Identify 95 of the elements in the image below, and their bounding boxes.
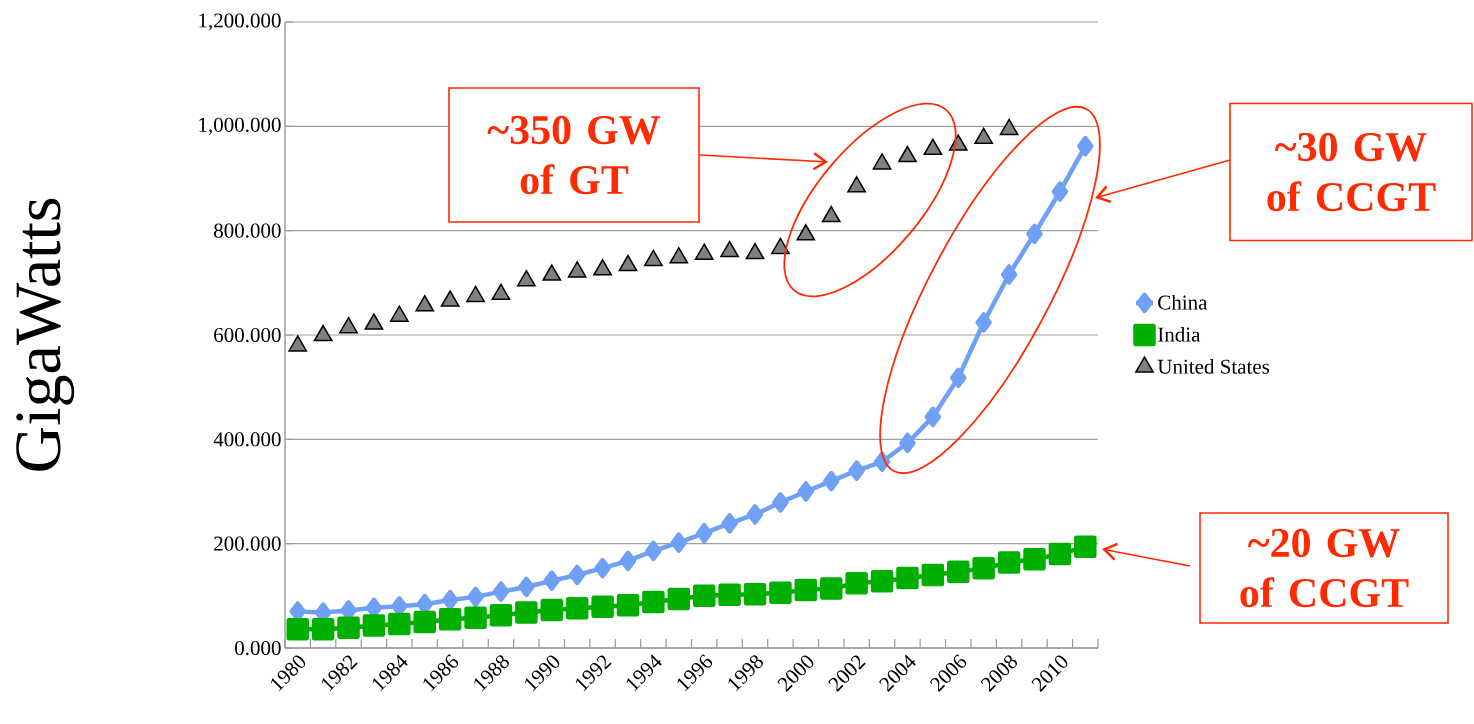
point	[286, 617, 309, 641]
point	[794, 578, 818, 602]
point	[845, 572, 868, 595]
point	[1048, 542, 1072, 566]
point	[594, 557, 611, 579]
y-tick-label: 400.000	[213, 432, 281, 447]
point	[694, 243, 714, 260]
y-tick-label: 0.000	[235, 640, 281, 656]
y-tick-label: 1,200.000	[199, 13, 281, 31]
point	[924, 406, 942, 428]
point	[616, 593, 640, 617]
point	[999, 118, 1019, 136]
point	[872, 153, 892, 170]
point	[440, 290, 460, 307]
point	[518, 576, 535, 598]
point	[721, 513, 738, 534]
point	[516, 269, 536, 287]
point	[311, 617, 335, 641]
point	[467, 586, 484, 608]
text: ~30 GW of CCGT	[1267, 132, 1436, 212]
point	[568, 564, 586, 586]
y-tick-label: 1,000.000	[199, 117, 281, 135]
point	[491, 283, 511, 301]
point	[515, 601, 538, 624]
point	[441, 589, 459, 611]
point	[822, 470, 840, 492]
point	[796, 224, 816, 241]
point	[362, 614, 386, 637]
point	[670, 532, 688, 553]
point	[364, 313, 384, 330]
point	[972, 556, 995, 580]
y-axis-title: GigaWatts	[16, 198, 75, 471]
point	[819, 577, 843, 600]
point	[543, 570, 561, 591]
legend-label: United States	[1157, 359, 1270, 374]
point	[997, 551, 1021, 574]
point	[899, 432, 916, 454]
point	[388, 612, 411, 636]
point	[337, 616, 360, 639]
point	[947, 560, 970, 584]
point	[692, 584, 716, 608]
legend-label: China	[1158, 294, 1208, 310]
point	[466, 285, 485, 303]
point	[542, 264, 562, 281]
legend-label: India	[1158, 326, 1201, 342]
point	[415, 295, 435, 312]
point	[848, 460, 865, 481]
point	[339, 316, 358, 334]
point	[746, 504, 764, 525]
point	[642, 590, 665, 614]
text: ~20 GW of CCGT	[1240, 528, 1409, 608]
point	[720, 240, 740, 258]
point	[923, 138, 943, 156]
annotation: ~350 GW of GT	[487, 115, 661, 195]
point	[896, 566, 919, 590]
point	[645, 540, 662, 562]
point	[743, 583, 767, 606]
point	[974, 127, 994, 145]
point	[898, 145, 917, 163]
point	[847, 176, 867, 193]
point	[870, 569, 894, 593]
point	[667, 587, 691, 611]
point	[772, 492, 789, 513]
point	[769, 581, 792, 604]
point	[591, 595, 614, 619]
point	[565, 597, 589, 620]
point	[771, 237, 790, 255]
point	[540, 598, 564, 622]
point	[619, 550, 637, 572]
point	[288, 335, 308, 352]
point	[950, 367, 967, 389]
point	[1023, 548, 1046, 571]
point	[567, 261, 587, 278]
point	[643, 249, 663, 267]
y-tick-label: 200.000	[214, 536, 281, 551]
point	[821, 205, 841, 223]
point	[745, 242, 765, 260]
point	[797, 481, 815, 502]
point	[618, 254, 638, 272]
point	[489, 603, 513, 627]
point	[921, 563, 945, 587]
point	[975, 312, 992, 333]
point	[718, 583, 741, 607]
point	[413, 610, 436, 634]
y-tick-label: 600.000	[214, 327, 281, 343]
y-tick-label: 800.000	[214, 223, 281, 238]
point	[669, 247, 689, 264]
point	[1074, 535, 1097, 559]
point	[492, 581, 510, 602]
point	[438, 608, 462, 631]
point	[313, 324, 333, 342]
point	[695, 522, 713, 544]
point	[464, 606, 487, 629]
point	[389, 305, 409, 322]
point	[593, 259, 612, 276]
